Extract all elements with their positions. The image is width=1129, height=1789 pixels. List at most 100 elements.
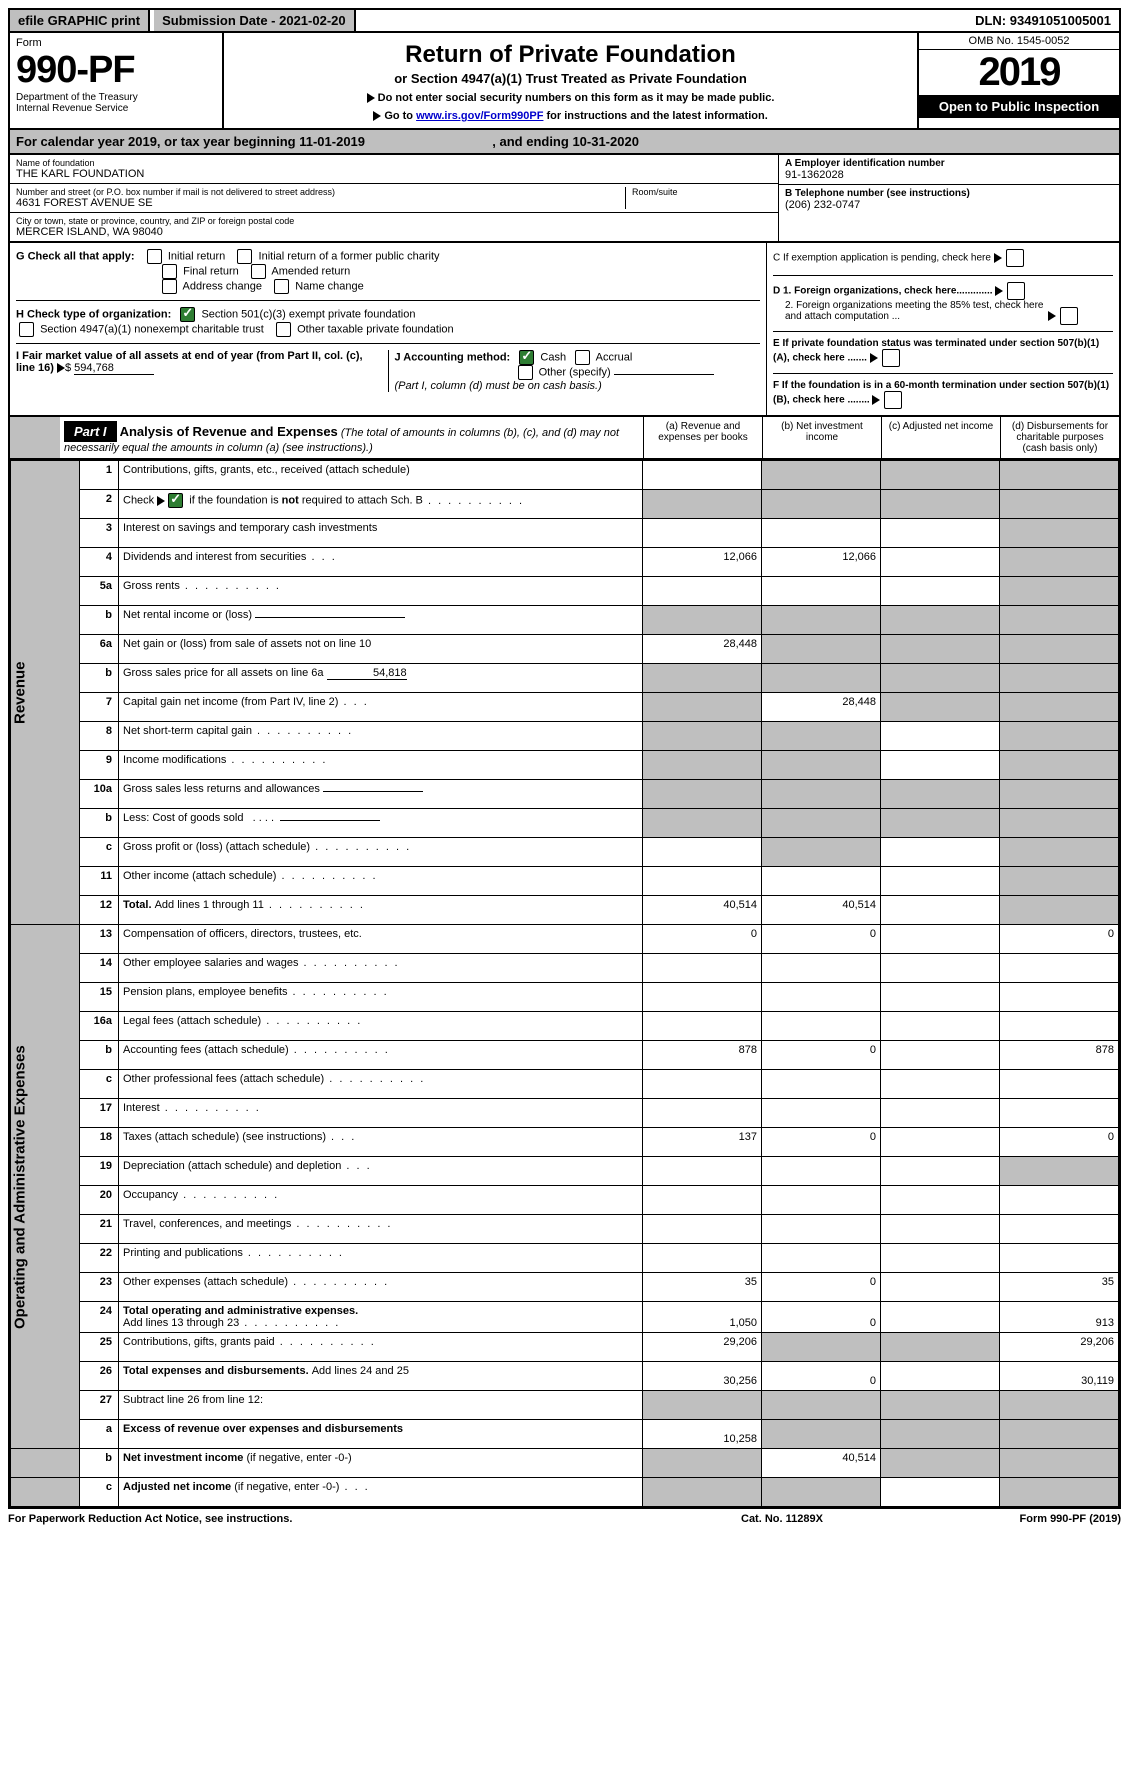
opt-former: Initial return of a former public charit… [259, 250, 440, 262]
j-note: (Part I, column (d) must be on cash basi… [395, 380, 602, 392]
opt-addr: Address change [183, 280, 263, 292]
j-label: J Accounting method: [395, 351, 511, 363]
tax-year: 2019 [919, 50, 1119, 95]
opt-final: Final return [183, 265, 239, 277]
row-10b: Less: Cost of goods sold . . . . [119, 809, 643, 838]
r12-a: 40,514 [643, 896, 762, 925]
foundation-name: THE KARL FOUNDATION [16, 168, 772, 180]
cal-begin: 11-01-2019 [299, 134, 365, 149]
efile-print-button[interactable]: efile GRAPHIC print [10, 10, 150, 31]
r18-a: 137 [643, 1128, 762, 1157]
opt-amended: Amended return [271, 265, 350, 277]
row-27: Subtract line 26 from line 12: [119, 1391, 643, 1420]
r26-b: 0 [762, 1362, 881, 1391]
r18-b: 0 [762, 1128, 881, 1157]
r26-d: 30,119 [1000, 1362, 1119, 1391]
dln: DLN: 93491051005001 [967, 10, 1119, 31]
chk-d1[interactable] [1007, 282, 1025, 300]
omb-number: OMB No. 1545-0052 [919, 33, 1119, 50]
row-16b: Accounting fees (attach schedule) [119, 1041, 643, 1070]
arrow-icon [57, 363, 65, 373]
chk-e[interactable] [882, 349, 900, 367]
row-18: Taxes (attach schedule) (see instruction… [119, 1128, 643, 1157]
row-17: Interest [119, 1099, 643, 1128]
r24-b: 0 [762, 1302, 881, 1333]
row-20: Occupancy [119, 1186, 643, 1215]
arrow-icon [995, 286, 1003, 296]
subdate-value: 2021-02-20 [279, 13, 346, 28]
row-6a: Net gain or (loss) from sale of assets n… [119, 635, 643, 664]
chk-f[interactable] [884, 391, 902, 409]
h-label: H Check type of organization: [16, 308, 171, 320]
chk-amended[interactable] [251, 264, 266, 279]
i-label: I Fair market value of all assets at end… [16, 350, 363, 374]
row-27a: Excess of revenue over expenses and disb… [119, 1420, 643, 1449]
row-2: Check if the foundation is not required … [119, 490, 643, 519]
row-8: Net short-term capital gain [119, 722, 643, 751]
chk-name-change[interactable] [274, 279, 289, 294]
r16b-b: 0 [762, 1041, 881, 1070]
r12-b: 40,514 [762, 896, 881, 925]
foundation-info: Name of foundation THE KARL FOUNDATION N… [8, 155, 1121, 243]
row-26: Total expenses and disbursements. Add li… [119, 1362, 643, 1391]
opt-501c3: Section 501(c)(3) exempt private foundat… [201, 308, 415, 320]
opt-other-method: Other (specify) [539, 366, 611, 378]
chk-c[interactable] [1006, 249, 1024, 267]
col-c-hdr: (c) Adjusted net income [881, 417, 1000, 458]
irs-link[interactable]: www.irs.gov/Form990PF [416, 110, 543, 122]
chk-accrual[interactable] [575, 350, 590, 365]
row-27c: Adjusted net income (if negative, enter … [119, 1478, 643, 1507]
instr-ssn: Do not enter social security numbers on … [378, 92, 775, 104]
r25-a: 29,206 [643, 1333, 762, 1362]
c-label: C If exemption application is pending, c… [773, 253, 991, 264]
r16b-a: 878 [643, 1041, 762, 1070]
r13-b: 0 [762, 925, 881, 954]
expenses-side-label: Operating and Administrative Expenses [11, 925, 80, 1449]
footer-catno: Cat. No. 11289X [741, 1513, 941, 1525]
chk-final[interactable] [162, 264, 177, 279]
r4-b: 12,066 [762, 548, 881, 577]
part1-title: Analysis of Revenue and Expenses [120, 424, 338, 439]
cal-end: 10-31-2020 [572, 134, 639, 149]
chk-other-method[interactable] [518, 365, 533, 380]
chk-cash[interactable] [519, 350, 534, 365]
tel-value: (206) 232-0747 [785, 199, 1113, 211]
col-a-hdr: (a) Revenue and expenses per books [643, 417, 762, 458]
dln-label: DLN: [975, 13, 1010, 28]
r18-d: 0 [1000, 1128, 1119, 1157]
opt-initial: Initial return [168, 250, 225, 262]
chk-initial-return[interactable] [147, 249, 162, 264]
footer-form: Form 990-PF (2019) [941, 1513, 1121, 1525]
calendar-year-row: For calendar year 2019, or tax year begi… [8, 130, 1121, 155]
chk-initial-former[interactable] [237, 249, 252, 264]
chk-other-tax[interactable] [276, 322, 291, 337]
opt-cash: Cash [540, 351, 566, 363]
city-state-zip: MERCER ISLAND, WA 98040 [16, 226, 772, 238]
row-5b: Net rental income or (loss) [119, 606, 643, 635]
opt-4947: Section 4947(a)(1) nonexempt charitable … [40, 323, 264, 335]
row-5a: Gross rents [119, 577, 643, 606]
opt-other: Other taxable private foundation [297, 323, 454, 335]
r23-a: 35 [643, 1273, 762, 1302]
r13-d: 0 [1000, 925, 1119, 954]
arrow-icon [872, 395, 880, 405]
opt-accrual: Accrual [596, 351, 633, 363]
city-label: City or town, state or province, country… [16, 216, 772, 226]
r23-d: 35 [1000, 1273, 1119, 1302]
row-10c: Gross profit or (loss) (attach schedule) [119, 838, 643, 867]
footer-left: For Paperwork Reduction Act Notice, see … [8, 1513, 741, 1525]
chk-4947[interactable] [19, 322, 34, 337]
form-title: Return of Private Foundation [230, 41, 911, 69]
chk-d2[interactable] [1060, 307, 1078, 325]
page-footer: For Paperwork Reduction Act Notice, see … [8, 1509, 1121, 1525]
row-16c: Other professional fees (attach schedule… [119, 1070, 643, 1099]
row-13: Compensation of officers, directors, tru… [119, 925, 643, 954]
room-label: Room/suite [625, 187, 772, 209]
chk-sch-b[interactable] [168, 493, 183, 508]
r25-d: 29,206 [1000, 1333, 1119, 1362]
r16b-d: 878 [1000, 1041, 1119, 1070]
row-3: Interest on savings and temporary cash i… [119, 519, 643, 548]
chk-501c3[interactable] [180, 307, 195, 322]
row-9: Income modifications [119, 751, 643, 780]
chk-addr-change[interactable] [162, 279, 177, 294]
